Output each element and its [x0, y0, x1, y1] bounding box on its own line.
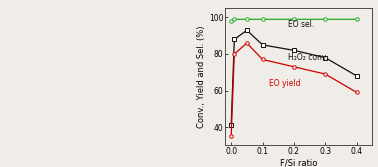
X-axis label: F/Si ratio: F/Si ratio [280, 158, 317, 167]
Text: EO sel.: EO sel. [288, 20, 314, 29]
Text: EO yield: EO yield [269, 79, 301, 88]
Y-axis label: Conv., Yield and Sel. (%): Conv., Yield and Sel. (%) [197, 26, 206, 128]
Text: H₂O₂ conv.: H₂O₂ conv. [288, 53, 328, 62]
